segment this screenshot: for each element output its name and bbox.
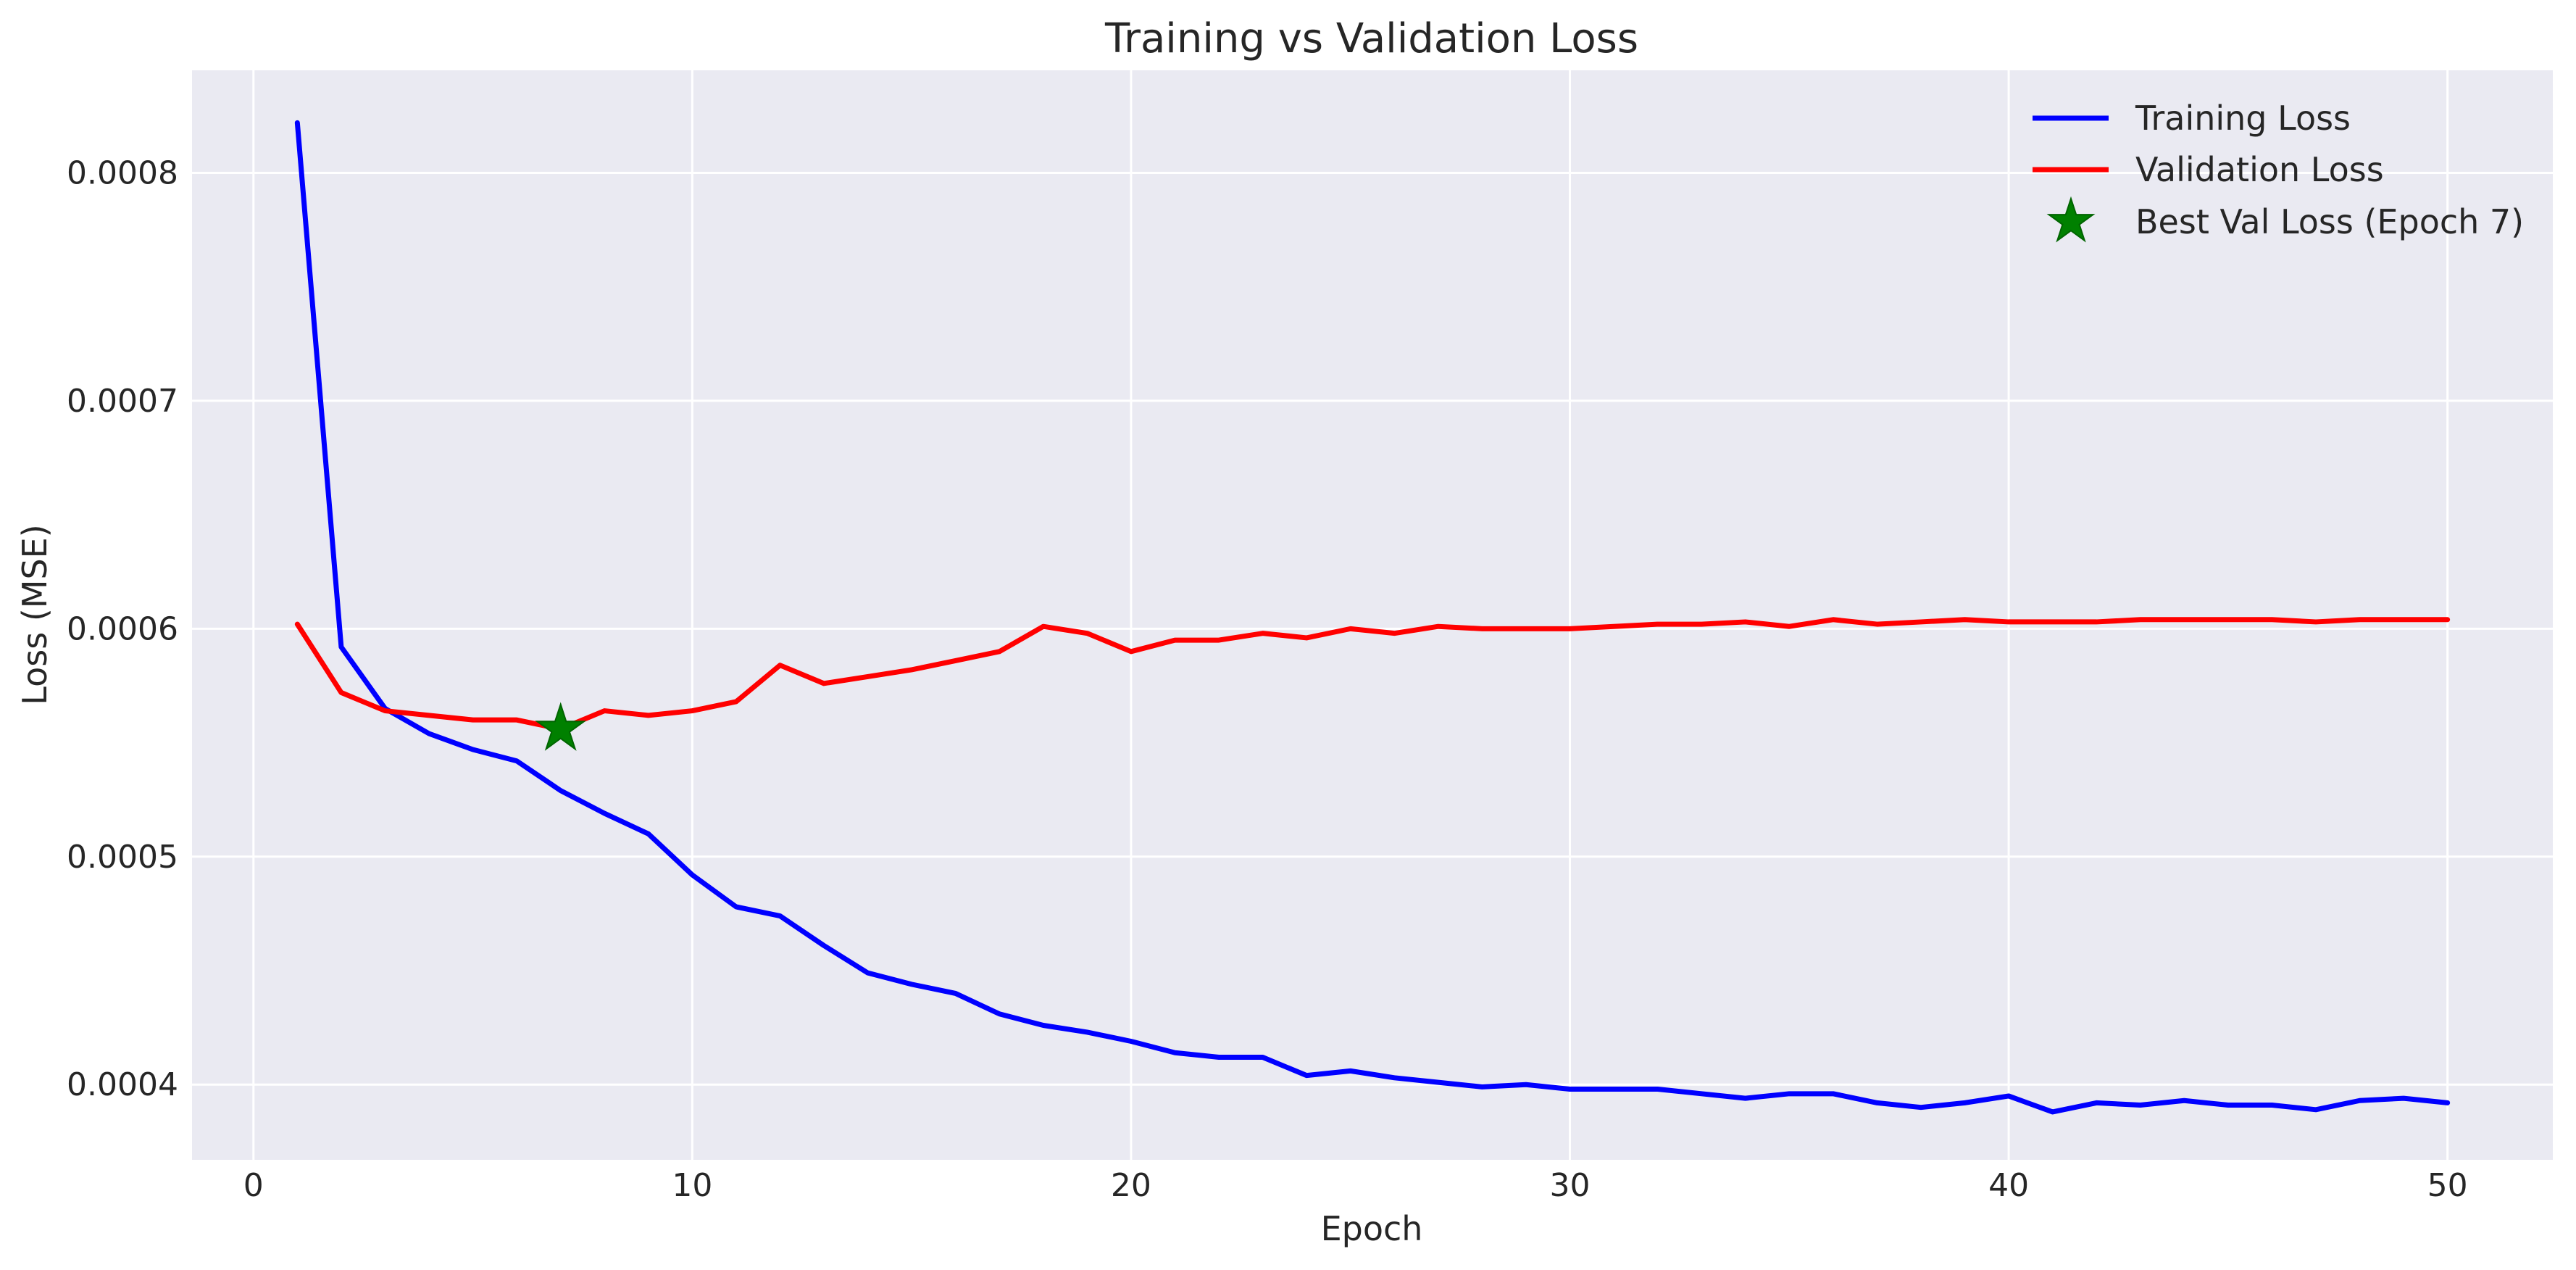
- y-tick-label: 0.0006: [67, 610, 178, 647]
- chart-title: Training vs Validation Loss: [1104, 15, 1638, 62]
- x-tick-label: 10: [672, 1167, 712, 1204]
- legend-label-validation: Validation Loss: [2135, 150, 2384, 189]
- legend-label-training: Training Loss: [2135, 99, 2351, 138]
- x-tick-label: 20: [1111, 1167, 1151, 1204]
- x-tick-label: 30: [1550, 1167, 1591, 1204]
- x-tick-label: 40: [1988, 1167, 2029, 1204]
- x-axis-label: Epoch: [1321, 1209, 1423, 1248]
- x-tick-label: 50: [2427, 1167, 2468, 1204]
- y-tick-label: 0.0004: [67, 1066, 178, 1103]
- legend-label-best: Best Val Loss (Epoch 7): [2135, 202, 2524, 241]
- y-tick-label: 0.0005: [67, 839, 178, 876]
- y-axis-label: Loss (MSE): [15, 524, 54, 705]
- y-tick-label: 0.0007: [67, 383, 178, 420]
- y-tick-label: 0.0008: [67, 154, 178, 191]
- x-tick-label: 0: [243, 1167, 264, 1204]
